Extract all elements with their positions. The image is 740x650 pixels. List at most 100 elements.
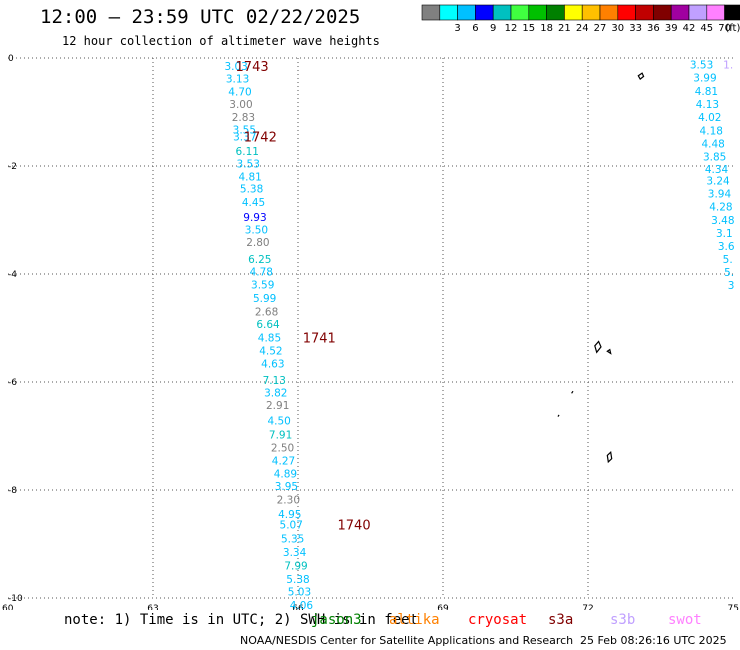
legend-label: 27	[594, 23, 607, 34]
wave-height-value: 5.07	[280, 520, 303, 532]
wave-height-value: 3.6	[718, 241, 735, 253]
wave-height-value: 3.85	[703, 151, 726, 163]
x-tick-label: 75	[728, 604, 739, 610]
wave-height-value: 3.03	[224, 61, 247, 73]
wave-height-value: 3.34	[283, 547, 307, 559]
legend-swatch	[688, 4, 708, 21]
y-tick-label: -6	[8, 378, 17, 388]
legend-swatch	[724, 4, 740, 21]
wave-height-value: 3.37	[233, 131, 256, 143]
legend-label: 15	[522, 23, 535, 34]
wave-height-value: 4.45	[242, 197, 265, 209]
legend-swatch	[599, 4, 619, 21]
wave-height-value: 6.64	[256, 319, 280, 331]
legend-label: 30	[611, 23, 624, 34]
satellite-swot: swot	[668, 612, 702, 628]
legend-label: 12	[505, 23, 518, 34]
island-outline	[606, 348, 612, 355]
legend-label: 39	[665, 23, 678, 34]
wave-height-value: 9.93	[243, 212, 266, 224]
legend-label: 24	[576, 23, 589, 34]
wave-height-value: 4.70	[228, 86, 251, 98]
wave-height-value: 3.48	[711, 215, 734, 227]
legend-label: 21	[558, 23, 571, 34]
wave-height-value: 4.48	[701, 138, 724, 150]
satellite-jason3: jason3	[311, 612, 362, 628]
legend-label: 6	[472, 23, 478, 34]
wave-height-value: 2.50	[271, 442, 294, 454]
wave-height-value: 3.24	[706, 176, 730, 188]
wave-height-value: 5.35	[281, 534, 304, 546]
satellite-altika: altika	[389, 612, 440, 628]
wave-height-value: 4.95	[278, 509, 301, 521]
wave-height-value: 4.50	[267, 415, 290, 427]
legend-swatch	[528, 4, 547, 21]
legend-label: 70	[718, 23, 731, 34]
wave-height-value: 4.85	[258, 333, 281, 345]
footer-note: note: 1) Time is in UTC; 2) SWH is in fe…	[64, 612, 419, 628]
wave-height-value: 3.95	[275, 481, 298, 493]
wave-height-value: 3.59	[251, 279, 274, 291]
wave-height-value: 2.80	[246, 237, 269, 249]
legend-swatch	[421, 4, 441, 21]
legend-swatch	[653, 4, 672, 21]
wave-height-value: 4.63	[261, 359, 284, 371]
color-legend: 3 6 9 12 15 18 21 24 27 30 33 36 39 42 45 70(ft)	[421, 4, 740, 34]
island-outline	[606, 450, 613, 464]
wave-height-value: 5.	[723, 254, 733, 266]
wave-height-value: 5.03	[288, 587, 311, 599]
legend-swatch	[439, 4, 458, 21]
wave-height-value: 3.55	[233, 124, 256, 136]
wave-height-value: 5.	[724, 267, 734, 279]
legend-label: 3	[454, 23, 460, 34]
y-tick-label: -10	[8, 594, 23, 604]
time-label: 1740	[338, 519, 371, 534]
wave-height-value: 3.1	[716, 228, 733, 240]
wave-height-value: 7.91	[269, 429, 292, 441]
legend-swatch	[670, 4, 690, 21]
wave-height-value: 6.11	[236, 146, 259, 158]
wave-height-chart: 3 6 9 12 15 18 21 24 27 30 33 36 39 42 45 70(ft) 0-2-4-…	[2, 4, 740, 610]
wave-height-value: 3.13	[226, 74, 249, 86]
wave-height-value: 7.99	[284, 561, 307, 573]
wave-height-value: 3.94	[708, 189, 732, 201]
island-outline	[571, 390, 574, 394]
legend-swatch	[546, 4, 565, 21]
wave-height-value: 4.28	[709, 202, 732, 214]
legend-label: 36	[647, 23, 660, 34]
legend-swatch	[564, 4, 583, 21]
footer-timestamp: 25 Feb 08:26:16 UTC 2025	[580, 634, 727, 647]
legend-swatch	[617, 4, 636, 21]
satellite-s3a: s3a	[548, 612, 574, 628]
wave-height-value: 2.30	[277, 495, 300, 507]
legend-unit: (ft)	[725, 23, 740, 34]
footer-credit: NOAA/NESDIS Center for Satellite Applica…	[240, 634, 574, 647]
x-tick-label: 69	[437, 604, 449, 610]
legend-swatch	[492, 4, 512, 21]
wave-height-value: 4.81	[695, 86, 718, 98]
wave-height-value: 3.50	[245, 225, 268, 237]
y-tick-label: 0	[8, 54, 14, 64]
time-label: 1741	[303, 332, 336, 347]
x-tick-label: 63	[147, 604, 158, 610]
wave-height-value: 4.78	[250, 266, 273, 278]
satellite-cryosat: cryosat	[468, 612, 528, 628]
coastline	[557, 72, 645, 464]
time-label: 1742	[244, 130, 277, 145]
island-outline	[557, 414, 560, 417]
wave-height-value: 4.18	[700, 125, 723, 137]
wave-height-value: 4.02	[698, 112, 721, 124]
wave-height-value: 3.53	[237, 158, 260, 170]
chart-title: 12:00 – 23:59 UTC 02/22/2025	[40, 6, 361, 28]
wave-height-value: 4.27	[272, 455, 295, 467]
wave-height-value: 3.82	[264, 387, 287, 399]
legend-swatch	[706, 4, 725, 21]
legend-label: 9	[490, 23, 496, 34]
legend-label: 42	[683, 23, 696, 34]
x-tick-label: 72	[582, 604, 593, 610]
legend-swatch	[510, 4, 530, 21]
chart-subtitle: 12 hour collection of altimeter wave hei…	[62, 34, 380, 48]
wave-height-value: 2.83	[232, 112, 255, 124]
wave-height-value: 4.81	[238, 171, 261, 183]
